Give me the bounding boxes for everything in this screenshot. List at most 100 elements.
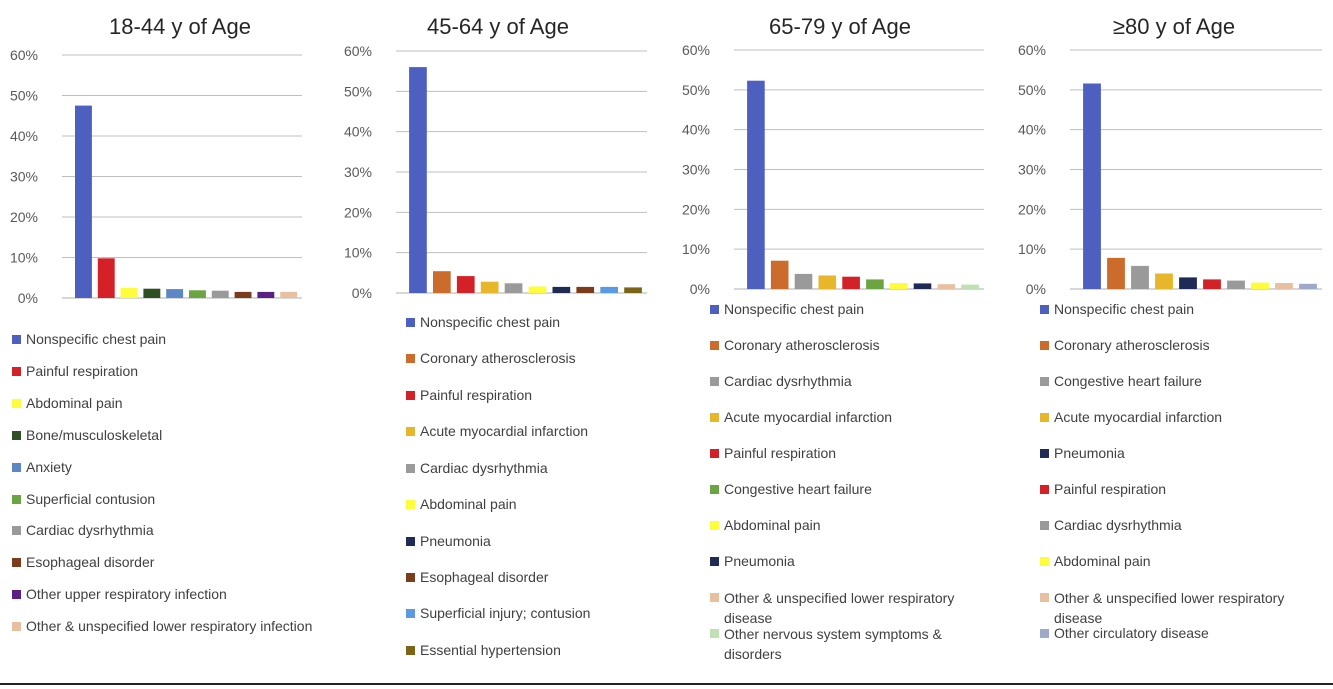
bar bbox=[889, 283, 908, 289]
legend-swatch bbox=[406, 537, 415, 546]
legend-label: Other & unspecified lower respiratory di… bbox=[724, 590, 955, 626]
legend-label: Other & unspecified lower respiratory in… bbox=[26, 618, 313, 634]
bar bbox=[480, 281, 499, 293]
bar bbox=[1203, 279, 1221, 289]
legend-label: Nonspecific chest pain bbox=[1054, 301, 1195, 317]
y-tick-label: 60% bbox=[682, 42, 710, 58]
bar bbox=[1179, 277, 1197, 289]
legend-label: Congestive heart failure bbox=[724, 481, 872, 497]
y-tick-label: 10% bbox=[10, 250, 38, 266]
bar bbox=[211, 290, 229, 298]
legend-swatch bbox=[1040, 449, 1049, 458]
y-tick-label: 0% bbox=[1026, 281, 1046, 297]
legend-swatch bbox=[406, 500, 415, 509]
y-tick-label: 30% bbox=[10, 169, 38, 185]
y-tick-label: 20% bbox=[10, 209, 38, 225]
legend-swatch bbox=[12, 335, 21, 344]
bar bbox=[913, 283, 932, 289]
legend-label: Painful respiration bbox=[724, 445, 837, 461]
bar bbox=[552, 286, 571, 293]
y-tick-label: 0% bbox=[352, 285, 372, 301]
legend-swatch bbox=[1040, 341, 1049, 350]
bar bbox=[189, 290, 206, 298]
bar bbox=[866, 279, 884, 289]
legend-swatch bbox=[406, 464, 415, 473]
legend-label: Esophageal disorder bbox=[420, 569, 549, 585]
legend-label: Other nervous system symptoms & disorder… bbox=[724, 626, 942, 662]
chart-panel-65-79: 65-79 y of Age 0% 10% 20% 30% 40% 50% 60% Nons… bbox=[668, 0, 998, 689]
bar bbox=[143, 288, 161, 298]
chart-title: 65-79 y of Age bbox=[769, 14, 911, 39]
y-tick-label: 40% bbox=[1018, 122, 1046, 138]
y-tick-label: 50% bbox=[682, 82, 710, 98]
chart-svg: 0% 10% 20% 30% 40% 50% 60% bbox=[1018, 42, 1322, 297]
y-tick-label: 60% bbox=[1018, 42, 1046, 58]
bar bbox=[75, 105, 92, 298]
y-tick-label: 30% bbox=[344, 164, 372, 180]
legend-label: Nonspecific chest pain bbox=[420, 314, 561, 330]
legend-swatch bbox=[710, 377, 719, 386]
legend-swatch bbox=[710, 449, 719, 458]
legend-swatch bbox=[12, 622, 21, 631]
y-tick-label: 50% bbox=[1018, 82, 1046, 98]
y-tick-label: 30% bbox=[682, 162, 710, 178]
legend-label: Congestive heart failure bbox=[1054, 373, 1202, 389]
legend-swatch bbox=[1040, 305, 1049, 314]
bar bbox=[433, 271, 451, 293]
chart-title: 45-64 y of Age bbox=[427, 14, 569, 39]
bar bbox=[257, 291, 275, 298]
legend-label: Anxiety bbox=[26, 459, 72, 475]
legend-swatch bbox=[1040, 593, 1049, 602]
y-tick-label: 40% bbox=[10, 128, 38, 144]
chart-svg: 0% 10% 20% 30% 40% 50% 60% bbox=[344, 43, 647, 301]
legend-label: Acute myocardial infarction bbox=[1054, 409, 1223, 425]
legend-swatch bbox=[12, 367, 21, 376]
legend-swatch bbox=[710, 629, 719, 638]
legend-label: Other circulatory disease bbox=[1054, 625, 1209, 641]
legend-swatch bbox=[710, 557, 719, 566]
bar bbox=[409, 67, 427, 293]
legend-swatch bbox=[12, 495, 21, 504]
legend-label: Essential hypertension bbox=[420, 642, 561, 658]
legend-swatch bbox=[710, 593, 719, 602]
legend-label: Painful respiration bbox=[26, 363, 139, 379]
chart-svg: 0% 10% 20% 30% 40% 50% 60% bbox=[682, 42, 984, 297]
bar bbox=[504, 283, 523, 293]
bar bbox=[1083, 83, 1101, 289]
legend-swatch bbox=[710, 305, 719, 314]
bar bbox=[166, 289, 184, 298]
bar bbox=[97, 258, 115, 298]
legend-swatch bbox=[406, 573, 415, 582]
legend-label: Abdominal pain bbox=[26, 395, 123, 411]
legend-swatch bbox=[710, 413, 719, 422]
legend-label: Cardiac dysrhythmia bbox=[1054, 517, 1182, 533]
legend-label: Painful respiration bbox=[1054, 481, 1167, 497]
bar bbox=[1275, 283, 1293, 289]
legend-label: Cardiac dysrhythmia bbox=[420, 460, 548, 476]
legend-label: Abdominal pain bbox=[1054, 553, 1151, 569]
y-tick-label: 60% bbox=[344, 43, 372, 59]
legend-label: Coronary atherosclerosis bbox=[420, 350, 576, 366]
bottom-rule bbox=[0, 683, 1333, 685]
y-tick-label: 50% bbox=[10, 88, 38, 104]
legend-swatch bbox=[406, 318, 415, 327]
y-tick-label: 30% bbox=[1018, 162, 1046, 178]
legend-label: Superficial contusion bbox=[26, 491, 156, 507]
legend-label: Acute myocardial infarction bbox=[724, 409, 893, 425]
bar bbox=[794, 273, 813, 289]
legend-swatch bbox=[12, 526, 21, 535]
y-tick-label: 0% bbox=[18, 290, 38, 306]
legend-label: Coronary atherosclerosis bbox=[724, 337, 880, 353]
legend-swatch bbox=[12, 558, 21, 567]
legend-swatch bbox=[710, 521, 719, 530]
y-tick-label: 40% bbox=[344, 124, 372, 140]
legend-swatch bbox=[406, 354, 415, 363]
bar bbox=[1155, 273, 1173, 289]
legend-swatch bbox=[1040, 629, 1049, 638]
legend-label: Pneumonia bbox=[420, 533, 491, 549]
legend-swatch bbox=[1040, 521, 1049, 530]
bar bbox=[600, 286, 618, 293]
bar bbox=[624, 287, 642, 293]
legend-swatch bbox=[12, 590, 21, 599]
bar bbox=[1251, 282, 1269, 289]
